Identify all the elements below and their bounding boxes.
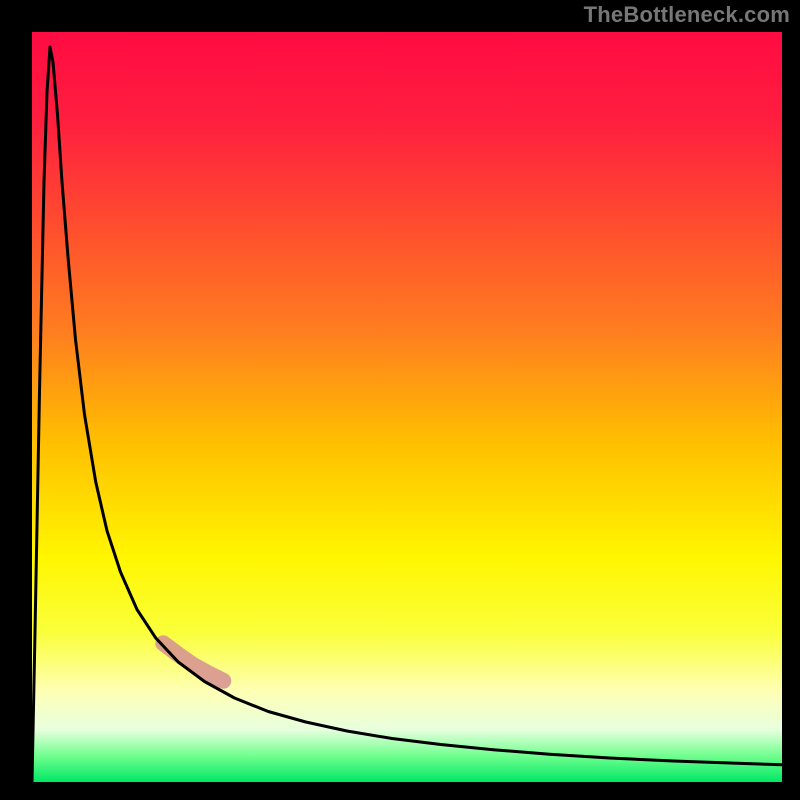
curve-svg xyxy=(32,32,782,782)
highlight-segment xyxy=(163,643,223,681)
chart-root: TheBottleneck.com xyxy=(0,0,800,800)
watermark-text: TheBottleneck.com xyxy=(584,2,790,28)
main-curve xyxy=(32,47,782,782)
plot-area xyxy=(32,32,782,782)
